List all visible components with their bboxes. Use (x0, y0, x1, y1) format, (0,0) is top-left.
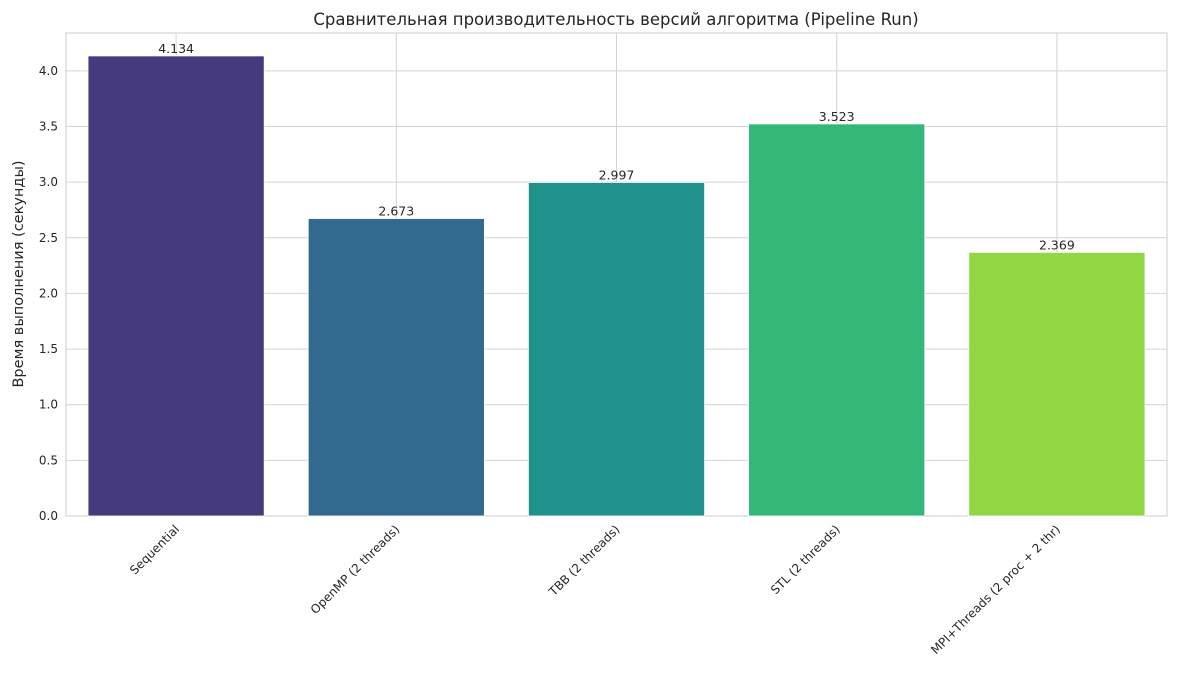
bar-value-label: 2.997 (599, 167, 635, 182)
bar (968, 251, 1146, 517)
bar (307, 218, 485, 517)
y-tick-label: 0.0 (39, 509, 58, 523)
bar-value-label: 2.369 (1039, 237, 1075, 252)
y-axis-title: Время выполнения (секунды) (11, 160, 27, 387)
chart-title: Сравнительная производительность версий … (313, 10, 918, 29)
y-tick-label: 2.0 (39, 286, 58, 300)
y-tick-label: 4.0 (39, 64, 58, 78)
bar (87, 55, 265, 517)
y-tick-labels: 0.0 0.5 1.0 1.5 2.0 2.5 3.0 3.5 4.0 (39, 64, 58, 523)
value-labels: 4.134 2.673 2.997 3.523 2.369 (158, 41, 1075, 252)
y-tick-label: 3.0 (39, 175, 58, 189)
bar-value-label: 2.673 (378, 204, 414, 219)
x-tick-label: TBB (2 threads) (546, 522, 623, 599)
bars (87, 55, 1146, 517)
x-tick-label: Sequential (127, 522, 182, 577)
bar (748, 123, 926, 517)
bar-value-label: 3.523 (819, 109, 855, 124)
y-tick-label: 0.5 (39, 453, 58, 467)
bar-value-label: 4.134 (158, 41, 194, 56)
x-tick-label: MPI+Threads (2 proc + 2 thr) (928, 522, 1063, 657)
y-tick-label: 1.0 (39, 398, 58, 412)
y-tick-label: 3.5 (39, 119, 58, 133)
x-tick-label: OpenMP (2 threads) (308, 522, 403, 617)
x-tick-label: STL (2 threads) (768, 522, 843, 597)
y-tick-label: 1.5 (39, 342, 58, 356)
bar (528, 182, 705, 517)
x-tick-labels: Sequential OpenMP (2 threads) TBB (2 threa… (127, 522, 1063, 657)
y-tick-label: 2.5 (39, 231, 58, 245)
